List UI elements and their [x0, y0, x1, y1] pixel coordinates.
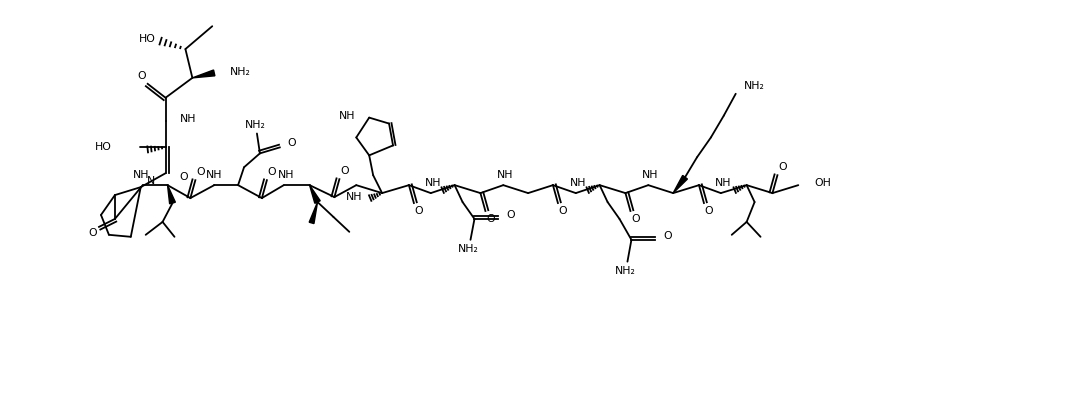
- Text: O: O: [778, 162, 787, 172]
- Polygon shape: [310, 202, 317, 224]
- Text: NH: NH: [278, 170, 294, 180]
- Text: N: N: [147, 176, 155, 186]
- Polygon shape: [192, 70, 215, 78]
- Text: OH: OH: [814, 178, 831, 188]
- Text: NH: NH: [497, 170, 513, 180]
- Text: NH: NH: [346, 192, 363, 202]
- Text: O: O: [663, 231, 671, 241]
- Text: O: O: [196, 167, 205, 177]
- Text: O: O: [631, 214, 640, 224]
- Text: NH₂: NH₂: [458, 244, 479, 254]
- Text: NH: NH: [570, 178, 586, 188]
- Text: O: O: [88, 228, 97, 238]
- Text: O: O: [340, 166, 349, 176]
- Text: O: O: [180, 172, 189, 182]
- Text: NH₂: NH₂: [230, 67, 251, 77]
- Text: NH: NH: [206, 170, 222, 180]
- Text: O: O: [288, 139, 296, 149]
- Text: NH: NH: [180, 114, 196, 124]
- Polygon shape: [310, 185, 320, 203]
- Polygon shape: [168, 185, 175, 204]
- Text: NH: NH: [642, 170, 658, 180]
- Text: O: O: [558, 206, 567, 216]
- Text: NH: NH: [715, 178, 731, 188]
- Text: O: O: [267, 167, 276, 177]
- Text: HO: HO: [95, 142, 112, 152]
- Text: NH: NH: [339, 111, 355, 121]
- Polygon shape: [674, 176, 688, 193]
- Text: O: O: [506, 210, 514, 220]
- Text: HO: HO: [138, 34, 156, 44]
- Text: NH₂: NH₂: [615, 266, 635, 276]
- Text: O: O: [486, 214, 495, 224]
- Text: O: O: [704, 206, 713, 216]
- Text: NH₂: NH₂: [244, 120, 265, 129]
- Text: O: O: [414, 206, 423, 216]
- Text: NH: NH: [133, 170, 149, 180]
- Text: O: O: [137, 71, 146, 81]
- Text: NH: NH: [424, 178, 441, 188]
- Text: NH₂: NH₂: [743, 81, 764, 91]
